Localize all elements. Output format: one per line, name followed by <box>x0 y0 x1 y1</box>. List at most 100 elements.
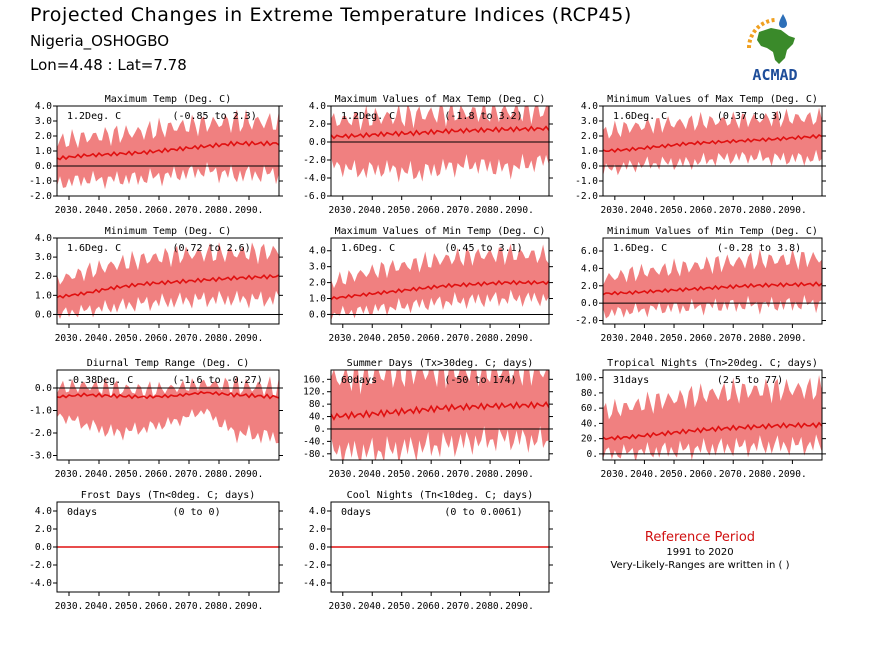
x-tick-label: 2070. <box>446 333 475 344</box>
chart-panel-9: 0.20.40.60.80.100.2030. 2040. 2050. 2060. 20… <box>575 358 826 480</box>
y-tick-label: 4.0 <box>35 506 52 517</box>
x-tick-label: 2080. <box>476 333 505 344</box>
y-tick-label: 2.0 <box>309 524 326 535</box>
mean-change-label: 0days <box>67 507 97 518</box>
mean-change-label: 1.2Deg. C <box>67 111 121 122</box>
x-tick-label: 2060. <box>145 205 174 216</box>
y-tick-label: 2.0 <box>309 278 326 289</box>
chart-title: Tropical Nights (Tn>20deg. C; days) <box>607 358 818 369</box>
x-tick-label: 2040. <box>358 469 387 480</box>
chart-title: Diurnal Temp Range (Deg. C) <box>87 358 250 369</box>
x-tick-label: 2080. <box>205 333 234 344</box>
y-tick-label: 40. <box>581 418 598 429</box>
mean-change-label: 31days <box>613 375 649 386</box>
plot-frame <box>56 369 280 461</box>
x-tick-label: 2090. <box>505 469 534 480</box>
africa-map-icon <box>757 28 795 64</box>
chart-title: Maximum Values of Max Temp (Deg. C) <box>335 94 546 105</box>
logo-text: ACMAD <box>752 66 797 84</box>
x-tick-label: 2070. <box>175 333 204 344</box>
x-tick-label: 2090. <box>235 601 264 612</box>
y-tick-label: 3.0 <box>309 262 326 273</box>
y-tick-label: 0. <box>587 449 598 460</box>
plot-frame <box>330 105 550 197</box>
reference-period-box: Reference Period 1991 to 2020 Very-Likel… <box>580 530 820 571</box>
mean-change-label: -0.38Deg. C <box>67 375 133 386</box>
y-tick-label: 2.0 <box>35 524 52 535</box>
station-name: Nigeria_OSHOGBO <box>30 32 170 50</box>
x-tick-label: 2050. <box>660 469 689 480</box>
y-tick-label: 100. <box>575 373 598 384</box>
y-tick-label: 0.0 <box>309 137 326 148</box>
chart-title: Cool Nights (Tn<10deg. C; days) <box>347 490 534 501</box>
likely-range-label: (-1.6 to -0.27) <box>172 375 262 386</box>
x-tick-label: 2080. <box>205 601 234 612</box>
x-tick-label: 2030. <box>601 205 630 216</box>
acmad-logo: ACMAD <box>746 14 798 84</box>
chart-title: Minimum Values of Min Temp (Deg. C) <box>607 226 818 237</box>
chart-title: Maximum Temp (Deg. C) <box>105 94 231 105</box>
mean-change-label: 1.6Deg. C <box>613 243 667 254</box>
y-tick-label: 120. <box>303 387 326 398</box>
mean-change-label: 1.6Deg. C <box>613 111 667 122</box>
x-tick-label: 2060. <box>689 333 718 344</box>
x-tick-label: 2060. <box>417 601 446 612</box>
mean-change-label: 1.2Deg. C <box>341 111 395 122</box>
x-tick-label: 2060. <box>145 469 174 480</box>
x-tick-label: 2040. <box>85 469 114 480</box>
y-tick-label: 60. <box>581 403 598 414</box>
x-tick-label: 2050. <box>115 601 144 612</box>
likely-range-label: (0.37 to 3) <box>717 111 783 122</box>
y-tick-label: 4.0 <box>581 101 598 112</box>
mean-change-label: 1.6Deg. C <box>67 243 121 254</box>
chart-title: Summer Days (Tx>30deg. C; days) <box>347 358 534 369</box>
y-tick-label: 2.0 <box>309 119 326 130</box>
very-likely-range-band <box>603 248 822 319</box>
x-tick-label: 2040. <box>630 469 659 480</box>
ensemble-mean-line <box>57 390 279 400</box>
ensemble-mean-line <box>57 140 279 161</box>
y-tick-label: 3.0 <box>35 116 52 127</box>
x-tick-label: 2030. <box>328 601 357 612</box>
x-tick-label: 2090. <box>778 333 807 344</box>
very-likely-range-band <box>331 243 549 321</box>
chart-panel-5: 0.0 1.0 2.0 3.0 4.0 2030. 2040. 2050. 2060. 2070.… <box>309 226 553 344</box>
chart-panel-8: -80.-40.0.40.80.120.160.2030. 2040. 2050. 2… <box>303 358 553 480</box>
x-tick-label: 2090. <box>505 205 534 216</box>
x-tick-label: 2060. <box>145 601 174 612</box>
x-tick-label: 2080. <box>476 205 505 216</box>
ensemble-mean-line <box>331 125 549 140</box>
y-tick-label: 80. <box>309 399 326 410</box>
x-tick-label: 2050. <box>387 469 416 480</box>
page-title: Projected Changes in Extreme Temperature… <box>30 4 632 26</box>
y-tick-label: 0.0 <box>581 161 598 172</box>
y-tick-label: 0.0 <box>35 383 52 394</box>
chart-panel-7: -3.0 -2.0 -1.0 0.0 2030. 2040. 2050. 2060. 2070.… <box>29 358 283 480</box>
likely-range-label: (0.72 to 2.6) <box>172 243 250 254</box>
x-tick-label: 2080. <box>476 469 505 480</box>
chart-title: Minimum Values of Max Temp (Deg. C) <box>607 94 818 105</box>
very-likely-range-band <box>57 109 279 190</box>
y-tick-label: 80. <box>581 388 598 399</box>
y-tick-label: 0. <box>315 424 326 435</box>
y-tick-label: 4.0 <box>35 101 52 112</box>
y-tick-label: 4.0 <box>581 263 598 274</box>
y-tick-label: -1.0 <box>29 176 52 187</box>
ensemble-mean-line <box>331 279 549 301</box>
ensemble-mean-line <box>331 400 549 421</box>
y-tick-label: 3.0 <box>581 116 598 127</box>
y-tick-label: 4.0 <box>309 101 326 112</box>
x-tick-label: 2070. <box>719 205 748 216</box>
plot-frame <box>56 237 280 325</box>
x-tick-label: 2070. <box>175 601 204 612</box>
ensemble-mean-line <box>57 273 279 299</box>
y-tick-label: 1.0 <box>581 146 598 157</box>
reference-period-note: Very-Likely-Ranges are written in ( ) <box>610 560 790 571</box>
plot-frame <box>602 369 823 461</box>
ensemble-mean-line <box>603 133 822 153</box>
x-tick-label: 2070. <box>719 469 748 480</box>
y-tick-label: 0.0 <box>309 542 326 553</box>
y-tick-label: -2.0 <box>575 316 598 327</box>
